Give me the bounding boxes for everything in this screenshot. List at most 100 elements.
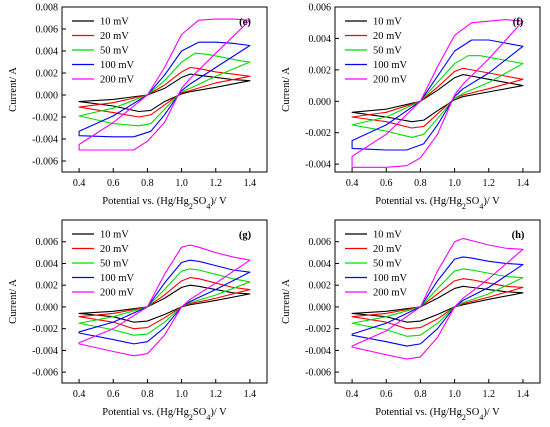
- x-tick-label: 0.4: [73, 389, 86, 400]
- y-tick-label: 0.000: [309, 302, 332, 313]
- x-tick-label: 0.4: [346, 178, 359, 189]
- y-tick-label: -0.004: [32, 135, 58, 146]
- legend-label: 10 mV: [373, 230, 402, 241]
- chart-panel-4: 0.4 0.6 0.8 1.0 1.2 1.4 -0.006 -0.004 -0.002 0.00…: [281, 219, 541, 422]
- legend-label: 10 mV: [373, 17, 402, 28]
- legend-label: 50 mV: [100, 46, 129, 57]
- legend-label: 10 mV: [100, 17, 129, 28]
- panel-label: (e): [239, 17, 251, 28]
- y-tick-label: 0.006: [36, 237, 59, 248]
- x-tick-label: 0.8: [141, 389, 154, 400]
- y-axis-title: Current/ A: [281, 67, 292, 112]
- legend-label: 10 mV: [100, 230, 129, 241]
- x-axis-title: Potential vs. (Hg/Hg2SO4)/ V: [102, 407, 227, 422]
- y-tick-label: -0.004: [305, 160, 331, 171]
- y-axis-title: Current/ A: [8, 67, 19, 112]
- x-tick-label: 1.2: [210, 389, 223, 400]
- x-tick-label: 0.6: [380, 178, 393, 189]
- y-tick-label: 0.006: [36, 25, 59, 36]
- x-axis-title: Potential vs. (Hg/Hg2SO4)/ V: [375, 407, 500, 422]
- x-tick-label: 0.6: [380, 389, 393, 400]
- plot-frame: [61, 219, 268, 384]
- legend-label: 100 mV: [100, 60, 135, 71]
- x-tick-label: 0.8: [414, 178, 427, 189]
- series-line: [78, 41, 251, 138]
- y-tick-label: -0.002: [32, 113, 58, 124]
- legend-label: 20 mV: [373, 244, 402, 255]
- series-line: [78, 52, 251, 127]
- series-line: [78, 284, 251, 323]
- x-tick-label: 1.0: [175, 178, 188, 189]
- panel-label: (g): [239, 230, 252, 241]
- y-axis-title: Current/ A: [8, 279, 19, 324]
- x-tick-label: 0.6: [107, 389, 120, 400]
- y-tick-label: 0.000: [36, 302, 59, 313]
- y-tick-label: -0.006: [32, 157, 58, 168]
- y-tick-label: 0.004: [309, 259, 332, 270]
- series-line: [78, 268, 251, 336]
- legend-label: 20 mV: [373, 31, 402, 42]
- series-line: [78, 244, 251, 357]
- legend-label: 200 mV: [373, 75, 408, 86]
- series-line: [351, 268, 524, 337]
- panel-label: (f): [513, 17, 524, 28]
- series-line: [78, 73, 251, 113]
- y-tick-label: 0.002: [36, 281, 59, 292]
- series-line: [351, 237, 524, 360]
- y-tick-label: 0.002: [36, 69, 59, 80]
- x-tick-label: 1.4: [244, 389, 257, 400]
- legend-label: 200 mV: [100, 75, 135, 86]
- y-tick-label: 0.004: [36, 47, 59, 58]
- x-tick-label: 1.2: [483, 389, 496, 400]
- plot-frame: [61, 6, 268, 173]
- y-tick-label: 0.000: [36, 91, 59, 102]
- y-tick-label: -0.002: [305, 324, 331, 335]
- plot-frame: [334, 6, 541, 173]
- y-tick-label: -0.006: [305, 368, 331, 379]
- legend-label: 200 mV: [373, 288, 408, 299]
- y-tick-label: 0.002: [309, 65, 332, 76]
- y-tick-label: 0.004: [36, 259, 59, 270]
- y-tick-label: 0.006: [309, 3, 332, 14]
- y-tick-label: 0.008: [36, 3, 59, 14]
- x-tick-label: 0.4: [346, 389, 359, 400]
- legend-label: 20 mV: [100, 31, 129, 42]
- legend-label: 200 mV: [100, 288, 135, 299]
- y-tick-label: -0.006: [32, 368, 58, 379]
- y-axis-title: Current/ A: [281, 279, 292, 324]
- series-line: [78, 18, 251, 151]
- y-tick-label: 0.000: [309, 97, 332, 108]
- x-tick-label: 1.4: [517, 389, 530, 400]
- series-line: [78, 66, 251, 118]
- series-line: [351, 67, 524, 129]
- legend-label: 50 mV: [100, 259, 129, 270]
- series-line: [78, 259, 251, 345]
- x-tick-label: 0.6: [107, 178, 120, 189]
- plot-frame: [334, 219, 541, 384]
- legend-label: 20 mV: [100, 244, 129, 255]
- chart-panel-1: 0.4 0.6 0.8 1.0 1.2 1.4 -0.006 -0.004 -0.002 0.00…: [8, 3, 268, 211]
- y-tick-label: 0.002: [309, 281, 332, 292]
- x-tick-label: 1.0: [448, 178, 461, 189]
- x-tick-label: 0.8: [141, 178, 154, 189]
- y-tick-label: 0.006: [309, 237, 332, 248]
- x-axis-title: Potential vs. (Hg/Hg2SO4)/ V: [102, 196, 227, 211]
- y-tick-label: -0.002: [305, 128, 331, 139]
- y-tick-label: 0.004: [309, 34, 332, 45]
- x-tick-label: 0.4: [73, 178, 86, 189]
- x-axis-title: Potential vs. (Hg/Hg2SO4)/ V: [375, 196, 500, 211]
- series-line: [351, 278, 524, 330]
- series-line: [78, 277, 251, 330]
- chart-panel-2: 0.4 0.6 0.8 1.0 1.2 1.4 -0.004 -0.002 0.000 0.002…: [281, 3, 541, 211]
- series-line: [351, 39, 524, 151]
- series-line: [351, 285, 524, 323]
- x-tick-label: 1.0: [175, 389, 188, 400]
- y-tick-label: -0.004: [32, 346, 58, 357]
- series-line: [351, 256, 524, 347]
- x-tick-label: 0.8: [414, 389, 427, 400]
- series-line: [351, 74, 524, 123]
- x-tick-label: 1.2: [483, 178, 496, 189]
- legend-label: 100 mV: [100, 273, 135, 284]
- x-tick-label: 1.0: [448, 389, 461, 400]
